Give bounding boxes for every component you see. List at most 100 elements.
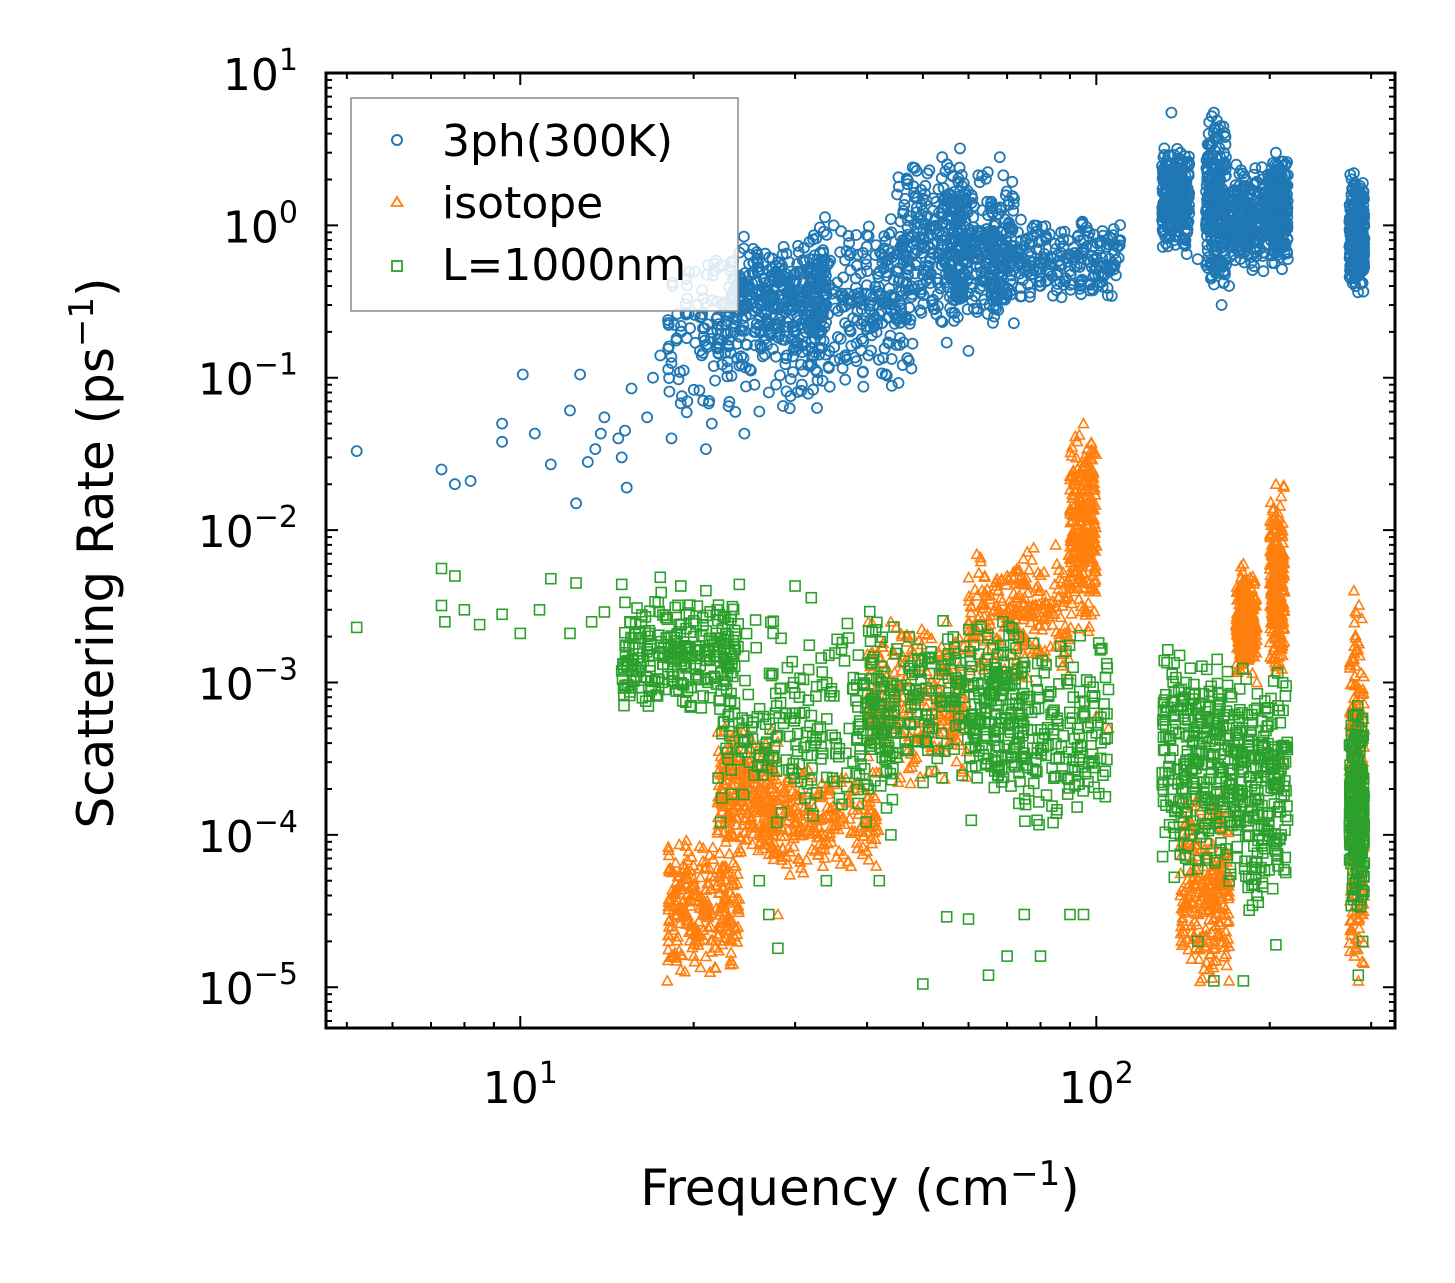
data-point [790,344,803,356]
data-point [861,279,873,292]
data-point [779,358,792,371]
data-point [693,384,706,397]
data-point [674,397,687,410]
data-point [841,287,854,300]
data-point [839,373,852,386]
data-point [893,339,906,351]
data-point [754,311,767,324]
data-point [654,349,667,362]
data-point [754,338,767,351]
data-point [862,220,875,233]
data-point [796,299,808,312]
data-point [729,405,742,418]
data-point [759,272,772,285]
data-point [740,380,752,393]
data-point [796,291,808,304]
data-point [836,287,849,300]
data-point [687,383,700,396]
data-point [867,299,880,312]
data-point [733,330,746,343]
data-point [791,258,804,270]
data-point [883,228,896,241]
data-point [749,339,762,352]
data-point [899,192,911,205]
data-point [777,240,790,253]
data-point [862,853,876,865]
data-point [748,326,761,338]
data-point [694,960,707,973]
data-point [808,229,820,242]
data-point [885,379,898,392]
data-point [677,364,690,377]
data-point [840,245,853,257]
data-point [738,230,750,243]
data-point [665,432,678,445]
data-point [877,262,890,275]
data-point [662,317,675,329]
data-point [705,326,718,339]
data-point [741,339,753,351]
data-point [902,269,914,282]
data-point [851,259,863,272]
data-point [811,402,823,414]
data-point [819,348,832,361]
data-point [662,363,675,376]
data-point [862,349,875,362]
data-point [857,380,870,393]
data-point [777,270,790,283]
data-point [719,346,732,359]
data-point [768,317,781,330]
data-point [778,334,791,346]
data-point [783,402,796,415]
data-point [759,247,772,260]
data-point [693,870,707,883]
data-point [721,370,734,383]
data-point [435,463,448,476]
data-point [816,374,829,387]
data-point [709,374,721,387]
data-point [938,772,951,784]
data-point [823,380,836,393]
data-point [851,305,864,318]
data-point [615,451,628,464]
data-point [725,369,738,382]
data-point [680,406,693,419]
data-point [806,350,818,363]
data-point [1165,106,1178,119]
data-point [516,368,529,381]
data-point [816,342,828,355]
data-point [809,363,822,376]
data-point [792,239,804,252]
data-point [759,276,771,289]
data-point [1215,299,1228,311]
data-point [496,435,509,448]
data-point [697,346,709,359]
data-point [940,336,953,349]
data-point [697,394,710,407]
data-point [786,304,799,317]
data-point [904,776,917,789]
data-point [598,411,611,424]
data-point [810,232,823,245]
data-point [700,443,712,456]
data-point [809,288,822,301]
data-point [1006,175,1019,188]
data-point [753,405,766,418]
data-point [712,346,725,359]
data-point [822,257,835,270]
data-point [903,301,916,314]
data-point [647,371,659,384]
data-point [923,164,936,177]
data-point [706,840,720,853]
data-point [641,411,653,424]
data-point [884,329,897,342]
data-point [814,325,826,338]
data-point [1220,958,1233,971]
data-point [752,256,764,269]
data-point [962,571,976,583]
data-point [747,256,760,269]
data-point [892,377,905,389]
data-point [581,456,594,468]
data-point [574,368,586,381]
